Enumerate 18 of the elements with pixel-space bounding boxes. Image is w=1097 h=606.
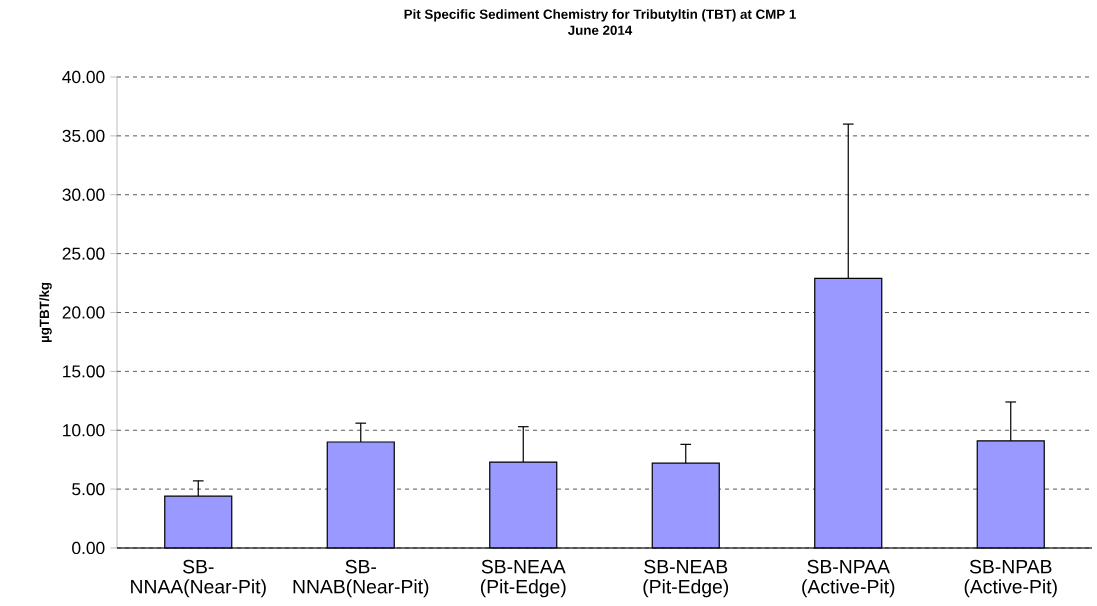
chart-title: Pit Specific Sediment Chemistry for Tributyltin (TBT) at CMP 1 [404,9,796,22]
x-tick-label: SB-NPAA (Active-Pit) [802,559,895,598]
y-tick-label: 35.00 [62,129,105,142]
y-tick-label: 25.00 [62,247,105,260]
y-tick-label: 10.00 [63,424,105,437]
y-tick-label: 20.00 [62,306,105,319]
y-tick-label: 0.00 [72,541,105,555]
chart-subtitle: June 2014 [567,25,633,35]
x-tick-label: SB-NEAA (Pit-Edge) [480,559,566,598]
x-tick-label: SB-NNAA(Near-Pit) [131,559,266,598]
y-tick-label: 15.00 [63,365,105,378]
y-tick-label: 30.00 [62,188,105,201]
x-tick-label: SB-NEAB (Pit-Edge) [643,559,729,598]
y-axis-title: µgTBT/kg [39,282,52,343]
x-tick-label: SB-NNAB(Near-Pit) [293,559,429,598]
y-tick-label: 5.00 [72,482,105,496]
y-tick-label: 40.00 [62,70,105,84]
x-tick-label: SB-NPAB (Active-Pit) [964,559,1057,598]
